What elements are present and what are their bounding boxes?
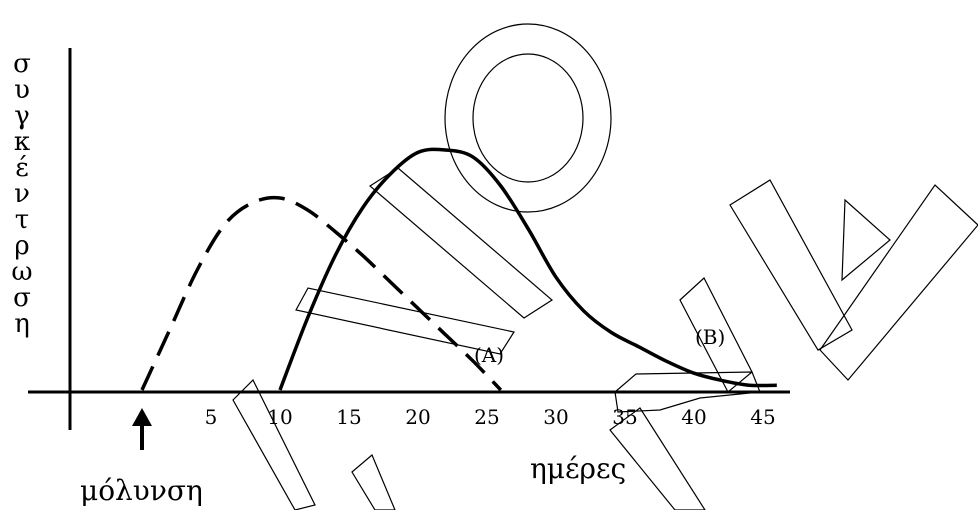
y-axis-label-char: ν (14, 179, 30, 209)
arrow-up-icon (132, 408, 152, 426)
x-tick-labels: 5 10 15 20 25 30 35 40 45 (205, 405, 776, 429)
series-lines (140, 147, 777, 392)
y-axis-label-char: σ (13, 283, 31, 313)
y-axis-label-char: έ (15, 153, 28, 183)
infection-marker: μόλυνση (80, 408, 203, 507)
x-tick-label: 30 (543, 405, 568, 429)
x-axis-label: ημέρες (530, 452, 626, 485)
series-line-a (140, 195, 503, 392)
watermark-logo (232, 23, 978, 510)
y-axis-label-char: υ (14, 75, 30, 105)
y-axis-label-char: η (14, 309, 30, 339)
x-tick-label: 10 (267, 405, 292, 429)
y-axis-label-char: κ (14, 127, 30, 157)
y-axis-label-char: ρ (14, 231, 29, 261)
y-axis-label-char: τ (15, 205, 29, 235)
infection-label: μόλυνση (80, 474, 203, 507)
x-tick-label: 5 (205, 405, 218, 429)
series-labels: (A) (B) (474, 325, 725, 367)
series-line-b (278, 147, 777, 391)
x-tick-label: 20 (405, 405, 430, 429)
y-axis-label-char: ω (11, 257, 32, 287)
series-label-b: (B) (695, 325, 725, 349)
x-tick-label: 35 (612, 405, 637, 429)
y-axis-label-char: σ (13, 49, 31, 79)
x-tick-label: 45 (750, 405, 775, 429)
x-tick-label: 40 (681, 405, 706, 429)
x-tick-label: 15 (336, 405, 361, 429)
y-axis-label-char: γ (14, 101, 30, 131)
series-label-a: (A) (474, 343, 504, 367)
x-tick-label: 25 (474, 405, 499, 429)
